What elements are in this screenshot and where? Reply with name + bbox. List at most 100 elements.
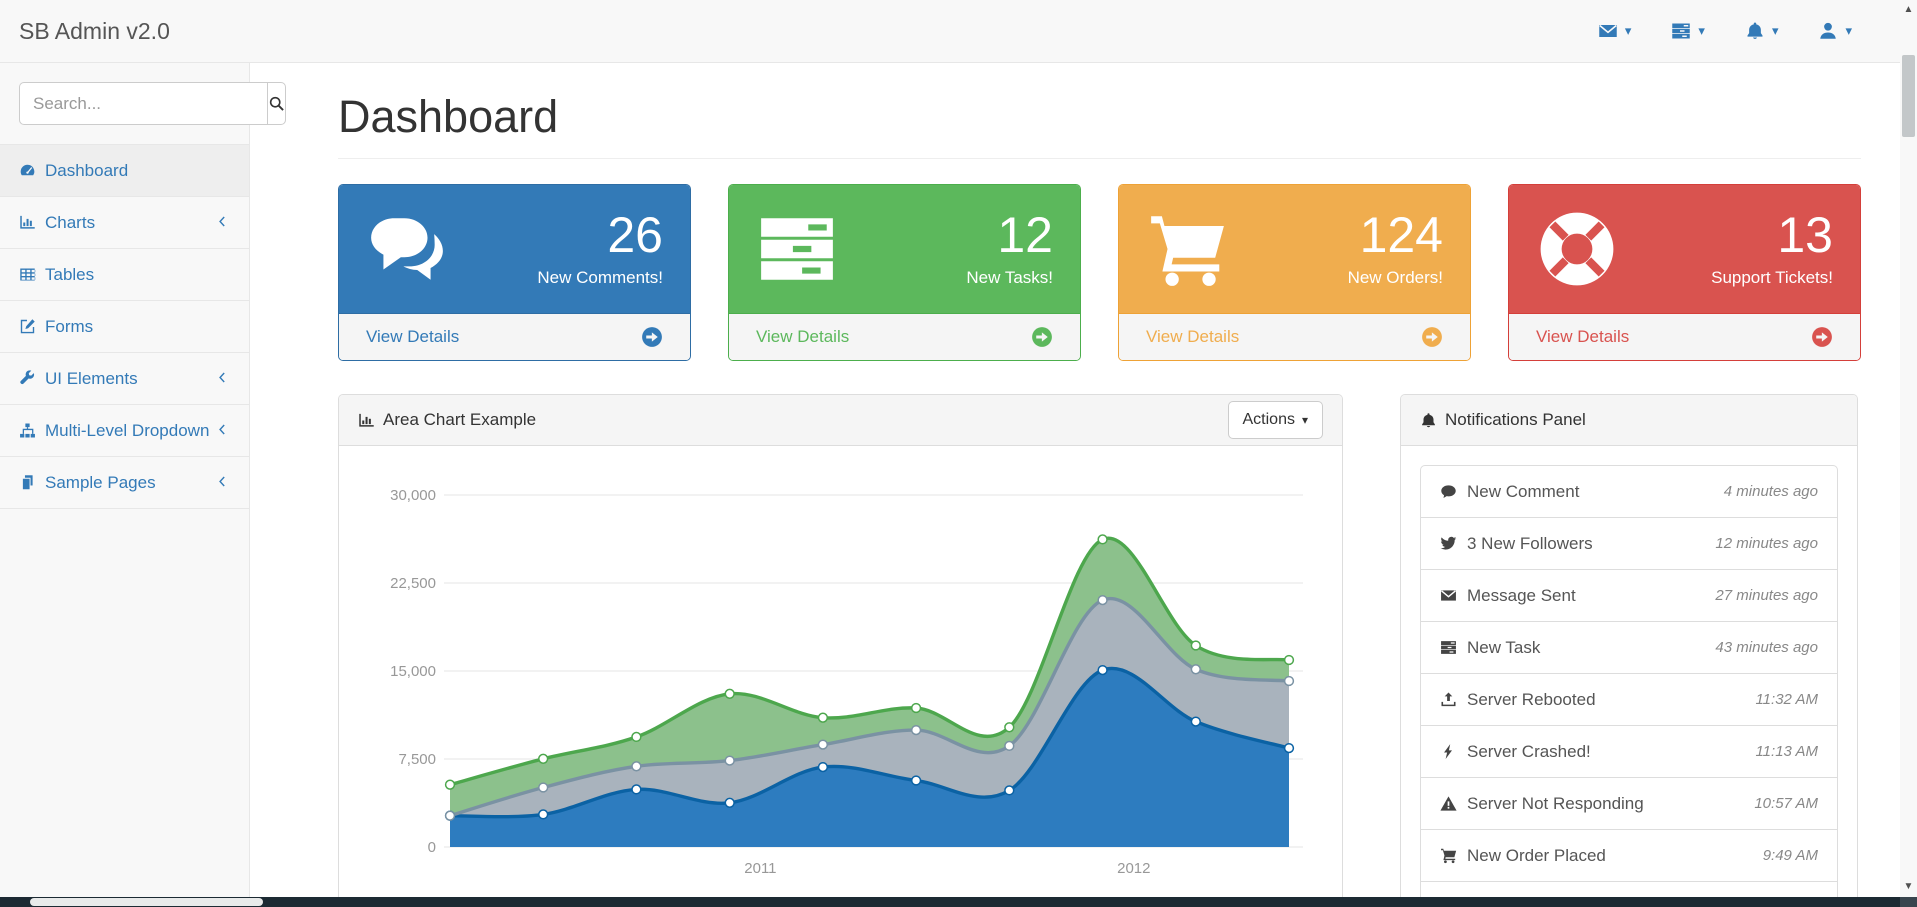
sidebar-nav: Dashboard Charts Tables Forms UI Elements Mul…	[0, 144, 249, 509]
stat-card: 26 New Comments! View Details	[338, 184, 691, 361]
notifications-panel-title: Notifications Panel	[1445, 410, 1586, 429]
scroll-down-arrow-icon[interactable]: ▼	[1903, 881, 1914, 892]
y-axis-tick-label: 30,000	[390, 487, 436, 504]
caret-down-icon: ▾	[1698, 23, 1705, 38]
sidebar: Dashboard Charts Tables Forms UI Elements Mul…	[0, 63, 286, 897]
sidebar-item-label: Forms	[45, 316, 94, 336]
view-details-link[interactable]: View Details	[1509, 313, 1860, 360]
view-details-link[interactable]: View Details	[729, 313, 1080, 360]
chevron-left-icon	[219, 372, 225, 383]
page-title: Dashboard	[338, 91, 1861, 159]
y-axis-tick-label: 22,500	[390, 575, 436, 592]
data-point-marker	[910, 724, 922, 736]
sidebar-item-charts[interactable]: Charts	[0, 197, 249, 249]
notification-item[interactable]: 3 New Followers 12 minutes ago	[1421, 518, 1837, 570]
notification-time: 11:13 AM	[1755, 743, 1818, 760]
circle-arrow-right-icon	[642, 327, 662, 347]
notification-time: 27 minutes ago	[1715, 587, 1818, 604]
notification-item[interactable]: Server Rebooted 11:32 AM	[1421, 674, 1837, 726]
area-chart-panel-heading: Area Chart Example Actions ▾	[339, 395, 1342, 446]
data-point-marker	[1004, 785, 1015, 796]
data-point-marker	[817, 761, 829, 773]
circle-arrow-right-icon	[1422, 327, 1442, 347]
notification-label: Server Rebooted	[1467, 689, 1596, 709]
sidebar-item-forms[interactable]: Forms	[0, 301, 249, 353]
table-icon	[20, 268, 36, 281]
notification-item[interactable]: New Comment 4 minutes ago	[1421, 466, 1837, 518]
data-point-marker	[817, 712, 829, 723]
navbar-messages-menu[interactable]: ▾	[1578, 0, 1652, 62]
search-button[interactable]	[267, 82, 286, 125]
notification-item[interactable]: Server Crashed! 11:13 AM	[1421, 726, 1837, 778]
navbar-tasks-menu[interactable]: ▾	[1651, 0, 1725, 62]
data-point-marker	[631, 784, 642, 795]
vertical-scrollbar-thumb[interactable]	[1902, 55, 1915, 137]
page-wrapper: Dashboard 26 New Comments! View Details 12 N…	[251, 63, 1900, 907]
navbar-alerts-menu[interactable]: ▾	[1725, 0, 1799, 62]
data-point-marker	[1190, 716, 1201, 727]
notifications-panel-body: New Comment 4 minutes ago 3 New Followers 1…	[1401, 446, 1857, 907]
user-icon	[1820, 22, 1837, 39]
area-chart-panel-body: 0 7,500 15,000 22,500 30,000 2011 2012	[339, 446, 1342, 907]
view-details-link[interactable]: View Details	[339, 313, 690, 360]
tasks-icon	[1441, 641, 1456, 654]
stat-card-body: 26 New Comments!	[339, 185, 690, 313]
life-ring-icon	[1540, 212, 1614, 286]
sidebar-item-tables[interactable]: Tables	[0, 249, 249, 301]
notification-label: 3 New Followers	[1467, 533, 1593, 553]
twitter-icon	[1440, 536, 1457, 550]
search-input[interactable]	[19, 82, 267, 125]
notification-time: 4 minutes ago	[1723, 483, 1818, 500]
sidebar-item-dashboard[interactable]: Dashboard	[0, 145, 249, 197]
area-chart-panel: Area Chart Example Actions ▾ 0 7,500 15,00…	[338, 394, 1343, 907]
scroll-up-arrow-icon[interactable]: ▲	[1903, 4, 1914, 15]
circle-arrow-right-icon	[1812, 327, 1832, 347]
stat-card: 13 Support Tickets! View Details	[1508, 184, 1861, 361]
data-point-marker	[1283, 742, 1295, 754]
sidebar-item-label: Multi-Level Dropdown	[45, 420, 210, 440]
stat-card-label: New Orders!	[1347, 268, 1443, 287]
brand-link[interactable]: SB Admin v2.0	[19, 18, 170, 44]
notification-label: New Order Placed	[1467, 845, 1606, 865]
notification-item[interactable]: Server Not Responding 10:57 AM	[1421, 778, 1837, 830]
data-point-marker	[724, 797, 735, 808]
x-axis-tick-label: 2012	[1117, 860, 1150, 877]
horizontal-scrollbar[interactable]	[0, 897, 1900, 907]
upload-icon	[1441, 692, 1456, 707]
vertical-scrollbar[interactable]: ▲ ▼	[1900, 0, 1917, 897]
data-point-marker	[1097, 594, 1108, 606]
notification-time: 12 minutes ago	[1715, 535, 1818, 552]
navbar-user-menu[interactable]: ▾	[1798, 0, 1872, 62]
sidebar-item-sample-pages[interactable]: Sample Pages	[0, 457, 249, 509]
stat-card-value: 13	[1777, 207, 1833, 263]
notification-item[interactable]: Message Sent 27 minutes ago	[1421, 570, 1837, 622]
sidebar-item-ui-elements[interactable]: UI Elements	[0, 353, 249, 405]
horizontal-scrollbar-thumb[interactable]	[30, 898, 263, 906]
navbar-right-menus: ▾ ▾ ▾ ▾	[1578, 0, 1872, 62]
top-navbar: SB Admin v2.0 ▾ ▾ ▾ ▾	[0, 0, 1900, 63]
notification-item[interactable]: New Task 43 minutes ago	[1421, 622, 1837, 674]
data-point-marker	[817, 739, 829, 750]
actions-dropdown-button[interactable]: Actions ▾	[1227, 401, 1323, 439]
bar-chart-icon	[20, 215, 35, 229]
stat-card-body: 124 New Orders!	[1119, 185, 1470, 313]
sidebar-item-multi-level-dropdown[interactable]: Multi-Level Dropdown	[0, 405, 249, 457]
data-point-marker	[910, 702, 922, 714]
stat-card-body: 13 Support Tickets!	[1509, 185, 1860, 313]
data-point-marker	[631, 761, 642, 772]
bell-icon	[1747, 22, 1763, 39]
notification-item[interactable]: New Order Placed 9:49 AM	[1421, 830, 1837, 882]
view-details-link[interactable]: View Details	[1119, 313, 1470, 360]
notification-label: Message Sent	[1467, 585, 1576, 605]
data-point-marker	[538, 753, 549, 764]
bell-icon	[1422, 412, 1435, 427]
notification-time: 10:57 AM	[1754, 795, 1818, 812]
data-point-marker	[1004, 722, 1015, 733]
sidebar-search	[0, 63, 286, 144]
notification-time: 43 minutes ago	[1715, 639, 1818, 656]
edit-icon	[20, 319, 35, 334]
stat-card-label: New Tasks!	[966, 268, 1053, 287]
y-axis-tick-label: 7,500	[398, 751, 436, 768]
data-point-marker	[910, 775, 922, 786]
stat-card: 12 New Tasks! View Details	[728, 184, 1081, 361]
